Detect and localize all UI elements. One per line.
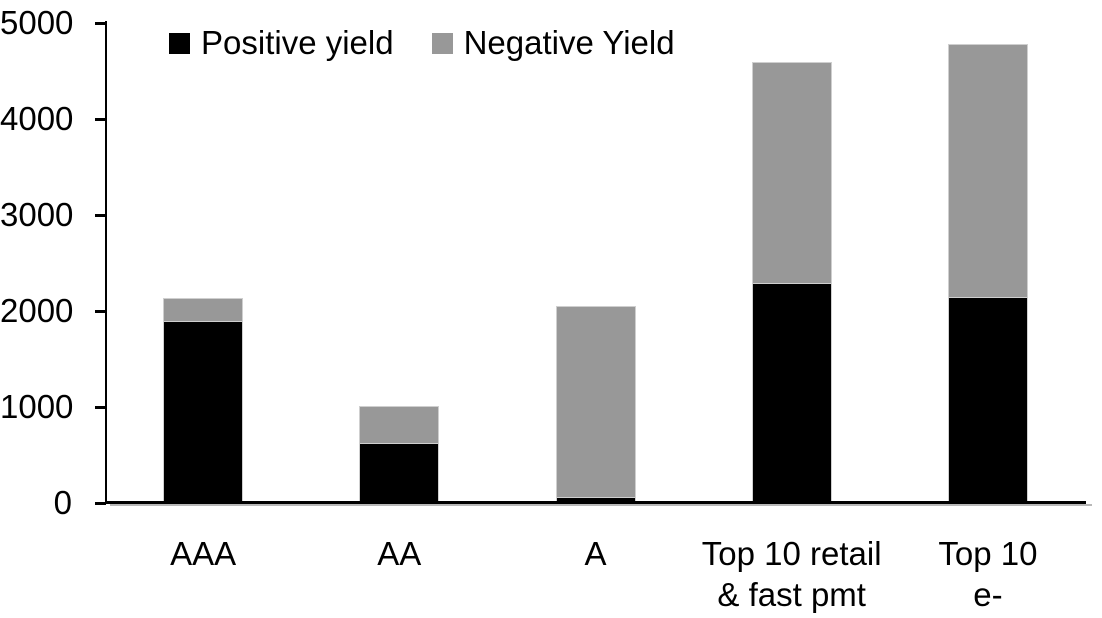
y-axis-tick-3000 [95,213,106,217]
bar-segment-a-positive-yield [555,496,636,504]
y-axis-tick-1000 [95,405,106,409]
bar-segment-aa-positive-yield [359,441,440,504]
x-axis-shadow-line [110,504,1092,506]
legend-item-positive-yield: Positive yield [169,24,394,62]
bar-segment-top-10-retail-fast-pmt-positive-yield [751,282,832,504]
bar-segment-top-10-e-commerce-negative-yield [947,44,1028,298]
x-axis-label-aa: AA [377,535,422,572]
bar-segment-aaa-positive-yield [163,319,244,504]
y-axis-label-0: 0 [53,484,72,521]
y-axis-label-3000: 3000 [0,196,74,233]
x-axis-label-top-10-retail-fast-pmt: Top 10 retail & fast pmt [701,535,882,613]
bar-segment-top-10-retail-fast-pmt-negative-yield [751,62,832,285]
y-axis-tick-4000 [95,117,106,121]
y-axis-line [105,21,107,504]
y-axis-tick-0 [95,501,106,505]
x-axis-label-top-10-e-commerce: Top 10 e-commerce [911,535,1065,618]
y-axis-tick-5000 [95,21,106,25]
x-axis-label-a: A [584,535,607,572]
positive-yield-swatch-icon [169,32,190,54]
bar-segment-aa-negative-yield [359,406,440,444]
x-axis-label-aaa: AAA [170,535,237,572]
bar-segment-a-negative-yield [555,306,636,499]
y-axis-label-2000: 2000 [0,292,74,329]
bar-segment-aaa-negative-yield [163,297,244,322]
legend-item-negative-yield: Negative Yield [431,24,675,62]
legend-label-negative-yield: Negative Yield [463,24,675,61]
y-axis-label-5000: 5000 [0,4,74,41]
y-axis-tick-2000 [95,309,106,313]
y-axis-label-1000: 1000 [0,388,74,425]
bar-segment-top-10-e-commerce-positive-yield [947,295,1028,504]
chart-legend: Positive yield Negative Yield [169,24,675,62]
legend-label-positive-yield: Positive yield [201,24,394,61]
negative-yield-swatch-icon [431,32,453,54]
x-axis-line [105,501,1086,504]
y-axis-label-4000: 4000 [0,100,74,137]
